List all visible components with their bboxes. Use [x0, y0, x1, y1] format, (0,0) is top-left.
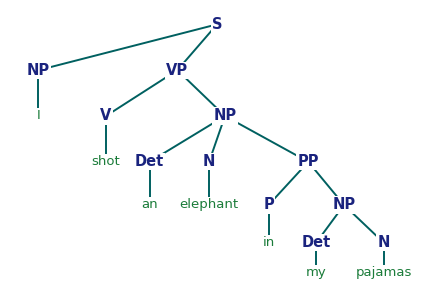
Text: I: I: [37, 109, 40, 123]
Text: S: S: [212, 17, 222, 32]
Text: my: my: [306, 266, 327, 279]
Text: pajamas: pajamas: [355, 266, 412, 279]
Text: NP: NP: [27, 63, 50, 78]
Text: NP: NP: [332, 198, 355, 213]
Text: P: P: [263, 198, 274, 213]
Text: Det: Det: [135, 154, 164, 169]
Text: NP: NP: [213, 108, 236, 123]
Text: an: an: [141, 198, 158, 211]
Text: V: V: [100, 108, 112, 123]
Text: N: N: [203, 154, 215, 169]
Text: in: in: [263, 236, 275, 249]
Text: PP: PP: [297, 154, 319, 169]
Text: N: N: [377, 235, 390, 250]
Text: shot: shot: [91, 155, 120, 168]
Text: elephant: elephant: [179, 198, 239, 211]
Text: VP: VP: [166, 63, 188, 78]
Text: Det: Det: [301, 235, 331, 250]
